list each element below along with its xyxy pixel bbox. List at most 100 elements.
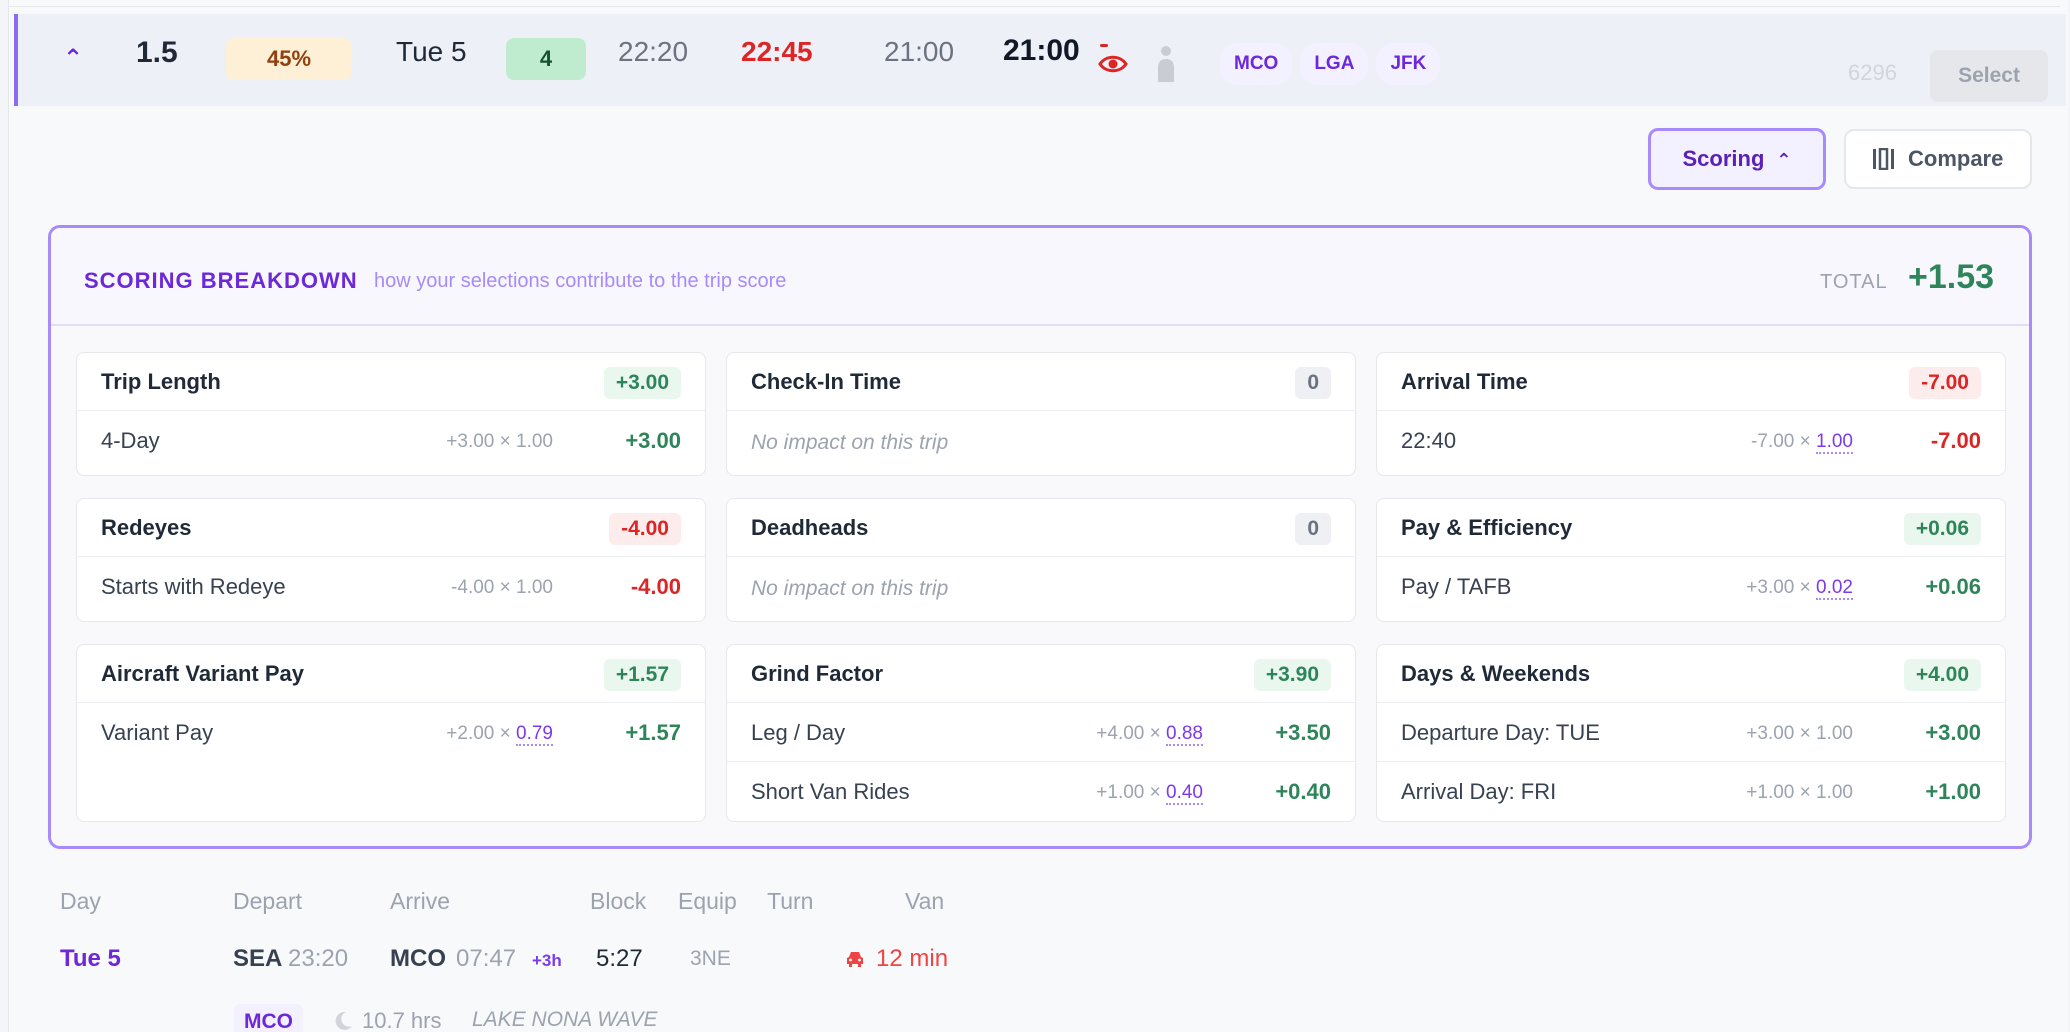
score-weight: +3.00 [1746,577,1795,598]
score-card-header: Trip Length +3.00 [77,353,705,411]
select-button[interactable]: Select [1930,50,2048,102]
percent-badge: 45% [226,38,352,80]
score-line-formula: +3.00 × 1.00 [1746,723,1853,745]
leg-block: 5:27 [596,945,643,972]
score-line-value: +1.57 [625,720,681,745]
chevron-up-icon: ⌃ [1776,150,1792,170]
time-4: 21:00 [1003,34,1080,67]
score-line-value: +3.50 [1275,720,1331,745]
score-line: Variant Pay +2.00 × 0.79 +1.57 [77,703,705,762]
score-card-badge: 0 [1295,367,1331,399]
score-multiplier: 1.00 [1816,723,1853,744]
score-card-header: Pay & Efficiency +0.06 [1377,499,2005,557]
no-impact-text: No impact on this trip [751,577,949,600]
score-weight: -7.00 [1751,431,1795,452]
leg-row[interactable]: Tue 5 SEA 23:20 MCO 07:47 +3h 5:27 3NE 1… [0,945,2070,985]
airport-chip[interactable]: MCO [1220,43,1293,85]
score-weight: +4.00 [1096,723,1145,744]
score-weight: +3.00 [446,431,495,452]
score-card: Redeyes -4.00 Starts with Redeye -4.00 × 1.… [76,498,706,622]
trip-score: 1.5 [136,36,178,69]
scoring-toggle-button[interactable]: Scoring ⌃ [1648,128,1826,190]
score-card: Arrival Time -7.00 22:40 -7.00 × 1.00 -7.00 [1376,352,2006,476]
score-line-formula: +2.00 × 0.79 [446,723,553,746]
scoring-breakdown-panel: SCORING BREAKDOWN how your selections co… [48,225,2032,849]
leg-depart-airport: SEA [233,945,283,972]
airport-chip[interactable]: JFK [1376,43,1441,85]
score-card-badge: -4.00 [609,513,681,545]
score-line: Departure Day: TUE +3.00 × 1.00 +3.00 [1377,703,2005,762]
van-car-icon [847,952,863,967]
times-sign: × [1794,723,1817,744]
score-card: Days & Weekends +4.00 Departure Day: TUE +3… [1376,644,2006,822]
col-block: Block [590,888,647,914]
score-card: Check-In Time 0 No impact on this trip [726,352,1356,476]
layover-airport: MCO [234,1004,303,1032]
time-2: 22:45 [741,36,813,67]
score-card-title: Days & Weekends [1401,661,1591,686]
times-sign: × [1144,723,1167,744]
layover-row: MCO 10.7 hrs LAKE NONA WAVE [0,1004,2070,1032]
score-line: No impact on this trip [727,411,1355,470]
score-line-label: Variant Pay [101,720,214,745]
moon-icon [335,1011,352,1030]
score-multiplier[interactable]: 0.79 [516,723,553,746]
score-card-header: Deadheads 0 [727,499,1355,557]
score-card: Pay & Efficiency +0.06 Pay / TAFB +3.00 × 0… [1376,498,2006,622]
panel-title: SCORING BREAKDOWN [84,268,358,293]
score-line-value: +0.40 [1275,779,1331,804]
score-line-value: +3.00 [625,428,681,453]
score-card-header: Arrival Time -7.00 [1377,353,2005,411]
score-line-label: Pay / TAFB [1401,574,1512,599]
score-line-label: Starts with Redeye [101,574,286,599]
score-multiplier: 1.00 [516,577,553,598]
compare-columns-icon [1873,148,1894,170]
col-day: Day [60,888,101,914]
score-line-label: 4-Day [101,428,160,453]
score-line-value: +0.06 [1925,574,1981,599]
score-card-title: Aircraft Variant Pay [101,661,304,686]
score-weight: +1.00 [1096,782,1145,803]
legs-table-header: Day Depart Arrive Block Equip Turn Van [0,888,2070,918]
score-multiplier[interactable]: 0.88 [1166,723,1203,746]
col-van: Van [905,888,945,914]
layover-hours: 10.7 hrs [362,1008,442,1032]
score-card-title: Check-In Time [751,369,901,394]
collapse-chevron-icon[interactable]: ⌃ [62,45,84,72]
compare-button[interactable]: Compare [1844,129,2032,189]
score-line-label: Short Van Rides [751,779,910,804]
airport-chip[interactable]: LGA [1300,43,1369,85]
score-card-title: Deadheads [751,515,869,540]
score-line-formula: -4.00 × 1.00 [451,577,553,599]
score-line: Arrival Day: FRI +1.00 × 1.00 +1.00 [1377,762,2005,821]
times-sign: × [1794,782,1817,803]
score-card: Deadheads 0 No impact on this trip [726,498,1356,622]
score-card-title: Trip Length [101,369,221,394]
times-sign: × [1144,782,1167,803]
airport-chips: MCO LGA JFK [1220,43,1441,85]
score-line: Pay / TAFB +3.00 × 0.02 +0.06 [1377,557,2005,616]
score-multiplier[interactable]: 0.40 [1166,782,1203,805]
score-card-title: Pay & Efficiency [1401,515,1573,540]
no-impact-text: No impact on this trip [751,431,949,454]
score-multiplier[interactable]: 0.02 [1816,577,1853,600]
trip-row[interactable]: ⌃ 1.5 45% Tue 5 4 22:20 22:45 21:00 21:0… [14,14,2066,106]
times-sign: × [494,723,517,744]
redeye-dash [1100,44,1108,47]
score-line-value: +1.00 [1925,779,1981,804]
score-multiplier[interactable]: 1.00 [1816,431,1853,454]
trip-date: Tue 5 [396,36,467,67]
score-line: Leg / Day +4.00 × 0.88 +3.50 [727,703,1355,762]
scoring-button-label: Scoring [1682,146,1765,171]
score-card: Aircraft Variant Pay +1.57 Variant Pay +2.0… [76,644,706,822]
leg-arrive-time: 07:47 [456,945,517,972]
score-card-badge: +0.06 [1903,513,1981,545]
score-line-formula: +1.00 × 1.00 [1746,782,1853,804]
score-line-formula: +3.00 × 1.00 [446,431,553,453]
score-line: No impact on this trip [727,557,1355,616]
times-sign: × [494,577,517,598]
score-line-formula: -7.00 × 1.00 [1751,431,1853,454]
score-line-formula: +4.00 × 0.88 [1096,723,1203,746]
score-weight: +3.00 [1746,723,1795,744]
score-line-value: +3.00 [1925,720,1981,745]
